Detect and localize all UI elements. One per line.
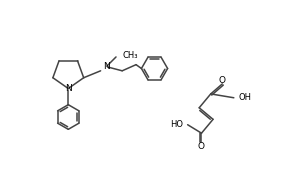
Text: N: N: [65, 84, 72, 93]
Text: N: N: [103, 62, 110, 71]
Text: O: O: [219, 76, 226, 85]
Text: OH: OH: [238, 93, 251, 102]
Text: HO: HO: [170, 120, 183, 129]
Text: CH₃: CH₃: [122, 51, 138, 60]
Text: O: O: [198, 142, 205, 151]
